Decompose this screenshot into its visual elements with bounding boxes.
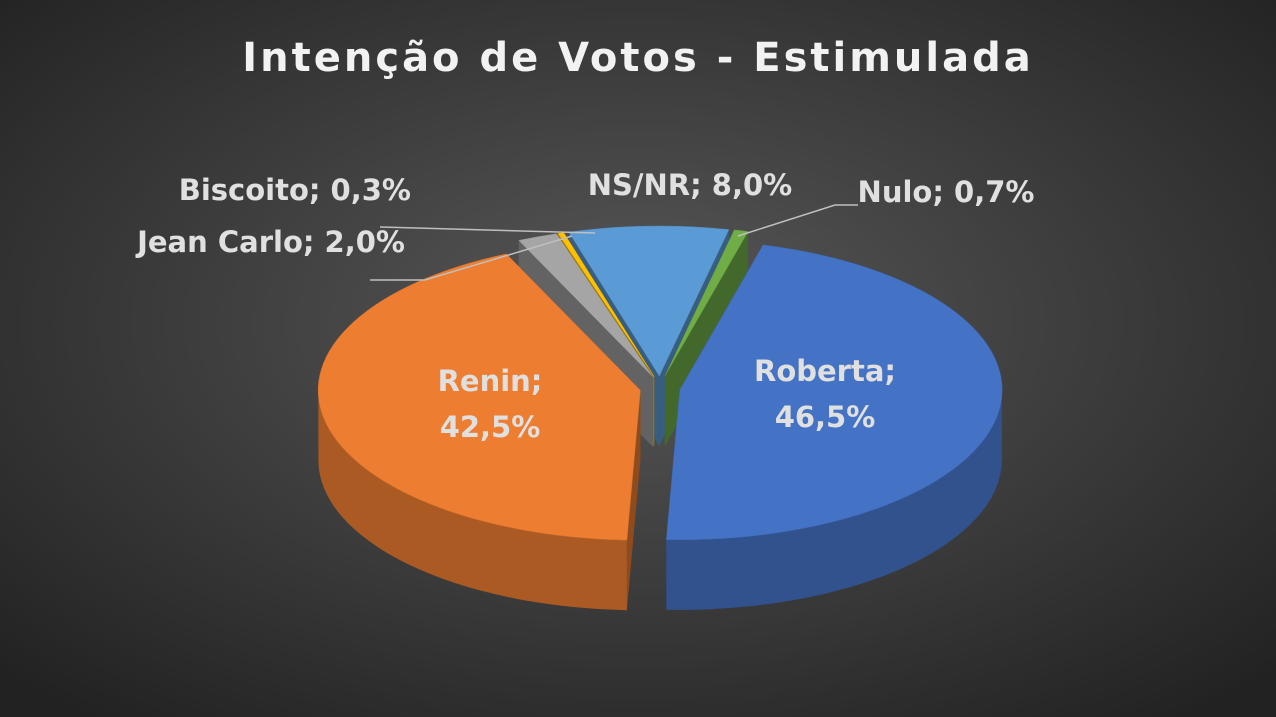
data-label: Biscoito; 0,3% [179,173,411,207]
data-label: Jean Carlo; 2,0% [135,225,405,259]
pie [317,225,1003,611]
leader-line [379,226,596,234]
slice [664,229,749,377]
leader-line [737,204,858,237]
slice [666,244,1003,541]
data-label: Renin; 42,5% [438,364,543,444]
slice-wall [666,389,1002,610]
data-label: NS/NR; 8,0% [588,168,792,202]
slice [518,233,654,377]
leader-line [370,235,573,281]
slice-wall [318,390,627,611]
data-label: Nulo; 0,7% [858,175,1035,209]
slice [317,253,641,541]
chart-title: Intenção de Votos - Estimulada [242,35,1033,81]
labels: Roberta; 46,5% Renin; 42,5% Jean Carlo; 2,0%… [135,168,1034,444]
slice [568,225,730,377]
data-label: Roberta; 46,5% [754,354,896,434]
